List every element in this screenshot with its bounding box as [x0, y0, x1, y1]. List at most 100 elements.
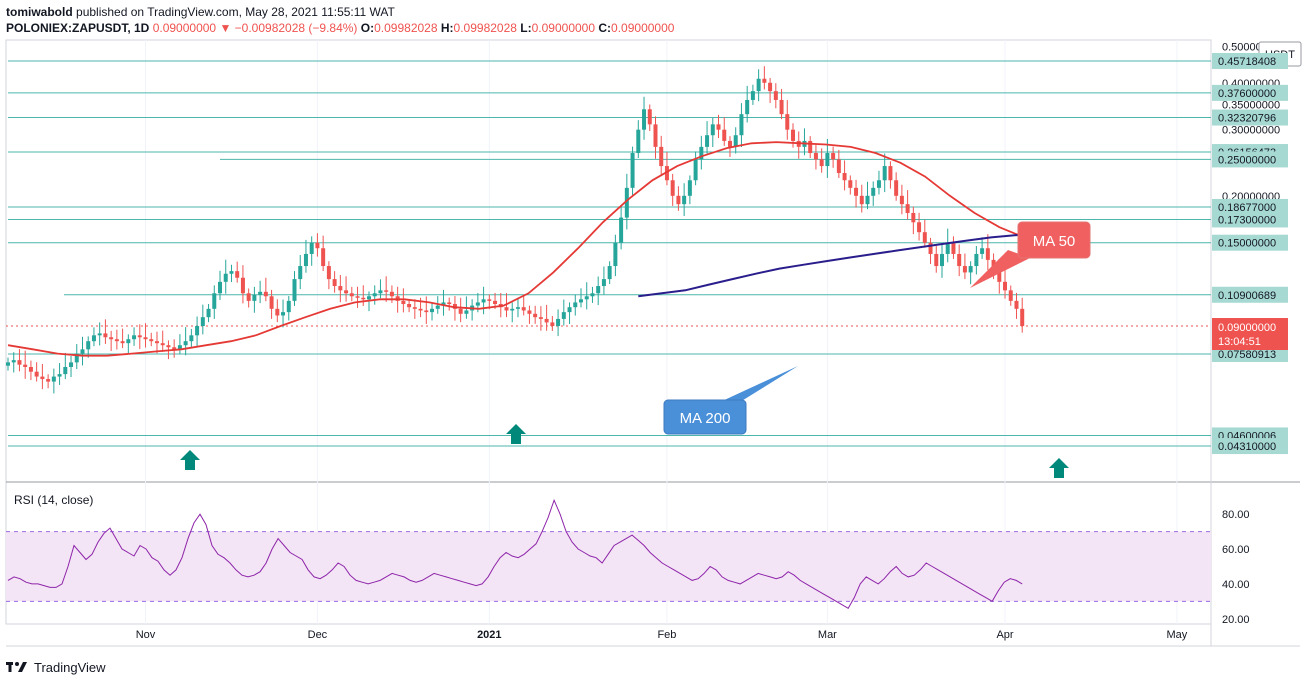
candle-body [349, 293, 354, 297]
author-name[interactable]: tomiwabold [6, 5, 73, 19]
candle-body [11, 360, 16, 363]
candle-body [750, 91, 755, 100]
candle-body [515, 307, 520, 309]
candle-body [97, 333, 102, 336]
price-axis-label: 0.30000000 [1222, 125, 1280, 137]
price-change: ▼ −0.00982028 (−9.84%) [219, 21, 358, 35]
candle-body [458, 308, 463, 314]
candle-body [464, 310, 469, 314]
level-price-tag [1212, 109, 1288, 126]
current-price-tag [1212, 318, 1288, 351]
candle-body [412, 307, 417, 309]
candle-body [303, 253, 308, 267]
candle-body [252, 294, 257, 301]
rsi-line [7, 498, 1023, 609]
level-price-label: 0.07580913 [1218, 349, 1276, 361]
rsi-indicator-label[interactable]: RSI (14, close) [14, 493, 93, 507]
candle-body [957, 253, 962, 267]
level-price-tag [1212, 151, 1288, 168]
candle-body [120, 341, 125, 344]
candle-body [240, 277, 245, 294]
candle-body [670, 180, 675, 196]
candle-body [172, 347, 177, 350]
candle-body [46, 379, 51, 382]
candle-body [326, 266, 331, 280]
candle-body [132, 335, 137, 340]
candle-body [143, 337, 148, 340]
candle-body [407, 304, 412, 308]
symbol-label[interactable]: POLONIEX:ZAPUSDT, 1D [6, 21, 150, 35]
candle-body [951, 242, 956, 254]
candle-body [859, 195, 864, 205]
candle-body [664, 166, 669, 181]
countdown-label: 13:04:51 [1218, 336, 1261, 348]
candle-body [235, 271, 240, 278]
candle-body [275, 308, 280, 316]
candle-body [114, 339, 119, 342]
candle-body [538, 317, 543, 319]
candle-body [842, 173, 847, 181]
candle-body [6, 362, 10, 366]
candle-body [722, 129, 727, 141]
candle-body [40, 376, 45, 380]
ma200-callout-box[interactable] [663, 399, 747, 435]
candle-body [997, 272, 1002, 282]
candle-body [309, 242, 314, 254]
footer-brand[interactable]: TradingView [6, 659, 106, 675]
level-price-label: 0.18677000 [1218, 202, 1276, 214]
candle-body [836, 159, 841, 174]
candle-body [435, 305, 440, 309]
candle-body [521, 307, 526, 311]
candle-body [945, 242, 950, 254]
rsi-axis-label: 20.00 [1222, 614, 1250, 626]
candle-body [676, 195, 681, 205]
low-label: L: [520, 21, 532, 35]
candle-body [705, 135, 710, 147]
candle-body [865, 195, 870, 205]
candle-body [510, 308, 515, 311]
candle-body [601, 279, 606, 287]
candle-body [848, 180, 853, 188]
up-arrow-annotation-icon [180, 450, 200, 470]
time-axis-label: Nov [136, 629, 156, 641]
candle-body [659, 146, 664, 167]
candle-body [69, 362, 74, 367]
level-price-label: 0.32320796 [1218, 113, 1276, 125]
time-axis-label: Dec [308, 629, 328, 641]
low-value: 0.09000000 [531, 21, 596, 35]
level-price-tag [1212, 84, 1288, 101]
candle-body [212, 293, 217, 309]
candle-body [63, 366, 68, 375]
candle-body [527, 310, 532, 314]
level-price-label: 0.45718408 [1218, 56, 1276, 68]
level-price-label: 0.37600000 [1218, 88, 1276, 100]
candle-body [636, 129, 641, 154]
ma50-line [7, 141, 1075, 357]
candle-body [23, 364, 28, 367]
time-axis-label: 2021 [477, 629, 501, 641]
level-price-label: 0.04310000 [1218, 441, 1276, 453]
candle-body [962, 266, 967, 273]
candle-body [286, 300, 291, 313]
candle-body [550, 322, 555, 327]
candle-body [1008, 290, 1013, 301]
candle-body [430, 308, 435, 313]
candle-body [206, 308, 211, 318]
candle-body [980, 248, 985, 254]
candle-body [504, 307, 509, 311]
candle-body [716, 124, 721, 130]
candle-body [177, 345, 182, 350]
ma50-callout-text: MA 50 [1033, 233, 1076, 250]
close-value: 0.09000000 [611, 21, 675, 35]
level-price-tag [1212, 234, 1288, 251]
candle-body [699, 146, 704, 160]
level-price-tag [1212, 211, 1288, 228]
candle-body [911, 212, 916, 223]
candle-body [34, 371, 39, 377]
candle-body [321, 248, 326, 267]
candle-body [607, 266, 612, 280]
candle-body [928, 242, 933, 254]
open-value: 0.09982028 [374, 21, 438, 35]
ma50-callout-box[interactable] [1017, 221, 1091, 259]
